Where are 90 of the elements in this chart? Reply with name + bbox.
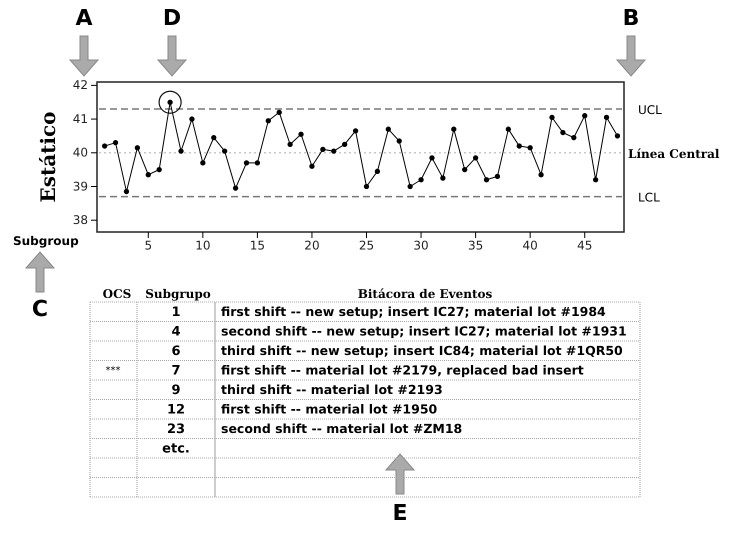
x-tick-label: 45	[577, 238, 592, 253]
x-tick-label: 35	[468, 238, 484, 253]
y-tick-label: 38	[72, 213, 88, 228]
point	[494, 174, 500, 180]
text: ***	[106, 366, 120, 376]
point	[429, 155, 435, 160]
point	[462, 167, 468, 172]
text: etc.	[162, 442, 190, 456]
point	[309, 164, 315, 169]
y-axis-title: Estático	[36, 111, 60, 203]
point	[254, 160, 260, 166]
point	[156, 167, 162, 172]
x-tick-label: 10	[195, 238, 210, 253]
text: first shift -- material lot #1950	[221, 402, 438, 416]
text: E	[392, 501, 408, 526]
text: 12	[166, 402, 186, 418]
point	[440, 175, 446, 181]
point	[538, 172, 544, 178]
text: OCS	[102, 287, 132, 301]
text: Bitácora de Eventos	[358, 287, 493, 301]
point	[266, 118, 271, 124]
point	[418, 177, 424, 182]
x-tick-label: 20	[304, 238, 320, 253]
point	[146, 172, 151, 178]
point	[124, 188, 130, 194]
point	[320, 146, 326, 152]
text: first shift -- new setup; insert IC27; material lot #1984	[221, 304, 606, 319]
x-tick-label: 30	[413, 238, 429, 253]
point	[549, 114, 555, 120]
point	[298, 132, 304, 137]
text: 23	[166, 422, 186, 437]
point	[592, 177, 598, 182]
point	[331, 148, 336, 154]
text: 9	[171, 383, 181, 398]
point	[222, 148, 228, 154]
text: 4	[171, 324, 181, 340]
y-tick-label: 42	[72, 78, 88, 92]
text: 6	[171, 344, 181, 359]
ref-line-label: UCL	[638, 102, 662, 117]
point	[287, 142, 293, 147]
point	[134, 145, 140, 150]
text: Subgrupo	[145, 287, 211, 301]
point	[396, 138, 402, 144]
point	[386, 126, 391, 132]
point	[211, 134, 216, 140]
point	[244, 160, 250, 166]
point	[472, 155, 478, 160]
point	[451, 126, 456, 132]
text: second shift -- new setup; insert IC27; material lot #1931	[221, 324, 627, 338]
point	[112, 140, 118, 146]
x-tick-label: 40	[522, 238, 538, 253]
ref-line-label: LCL	[638, 190, 660, 205]
y-tick-label: 41	[72, 112, 88, 126]
text: B	[622, 6, 640, 31]
point	[276, 110, 282, 115]
point	[232, 186, 238, 191]
text: third shift -- new setup; insert IC84; material lot #1QR50	[221, 343, 624, 358]
point	[178, 148, 184, 154]
x-axis-title: Subgroup	[13, 234, 80, 248]
text: first shift -- material lot #2179, replaced bad insert	[221, 362, 584, 378]
point	[352, 128, 358, 134]
point	[571, 134, 576, 140]
point	[560, 130, 566, 136]
point	[408, 184, 413, 190]
y-tick-label: 40	[72, 146, 88, 160]
x-tick-label: 15	[250, 238, 266, 253]
point	[614, 133, 620, 139]
point	[506, 126, 511, 132]
text: third shift -- material lot #2193	[221, 382, 443, 397]
text: C	[32, 297, 48, 322]
point	[374, 168, 380, 174]
point	[364, 184, 370, 190]
point	[102, 143, 108, 149]
point	[604, 114, 610, 120]
x-tick-label: 25	[358, 238, 374, 253]
point	[582, 113, 588, 118]
ref-line-label: Línea Central	[628, 146, 720, 161]
text: 7	[171, 364, 181, 378]
point	[189, 116, 195, 122]
point	[484, 177, 490, 182]
point	[528, 145, 533, 150]
text: A	[75, 6, 93, 31]
text: second shift -- material lot #ZM18	[221, 421, 462, 436]
point	[516, 143, 522, 149]
x-tick-label: 5	[144, 238, 152, 253]
text: D	[162, 6, 182, 31]
y-tick-label: 39	[72, 179, 88, 194]
point	[200, 160, 206, 166]
text: 1	[171, 305, 181, 320]
point	[342, 142, 348, 147]
